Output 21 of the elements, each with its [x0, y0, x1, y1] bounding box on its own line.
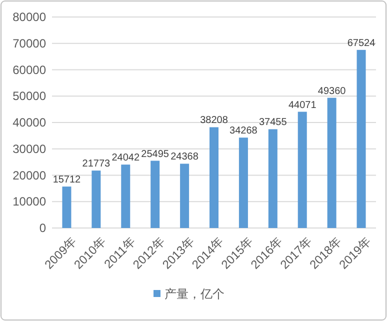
y-tick-label: 10000 [12, 194, 46, 209]
data-label: 49360 [318, 86, 346, 97]
data-label: 24042 [112, 152, 140, 164]
data-label: 24368 [170, 152, 199, 163]
y-tick-label: 80000 [12, 10, 46, 24]
y-tick-label: 50000 [12, 89, 46, 104]
data-label: 25495 [141, 148, 170, 160]
legend-label: 产量，亿个 [164, 287, 224, 301]
y-tick-label: 30000 [12, 142, 46, 156]
data-label: 67524 [347, 38, 376, 49]
data-label: 38208 [200, 115, 228, 126]
data-label: 37455 [259, 117, 288, 128]
data-label: 34268 [230, 126, 258, 137]
data-label: 44071 [288, 100, 317, 111]
y-tick-label: 70000 [12, 36, 46, 50]
y-tick-label: 20000 [12, 168, 46, 182]
y-tick-label: 40000 [12, 116, 46, 130]
y-tick-label: 60000 [12, 62, 46, 77]
data-label: 15712 [52, 174, 82, 186]
y-tick-label: 0 [39, 221, 46, 235]
data-label: 21773 [82, 158, 111, 170]
